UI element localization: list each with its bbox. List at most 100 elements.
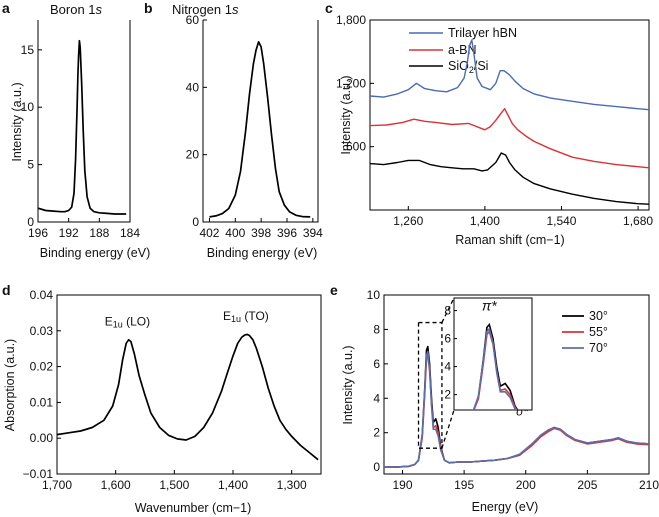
panel-b-ytick-label: 0 (192, 215, 199, 229)
panel-b-xtick-label: 396 (277, 226, 297, 240)
panel-e-inset-ytick-label: 2 (444, 388, 451, 402)
panel-c-legend-sio2-sub: 2 (469, 65, 474, 75)
panel-e-legend-label-70: 70° (589, 341, 608, 355)
panel-e-annotation-pi-star: π* (482, 298, 497, 314)
panel-e-zoom-connector-top (441, 297, 455, 323)
panel-e-ytick-label: 8 (373, 322, 380, 336)
panel-e-legend-label-55: 55° (589, 325, 608, 339)
panel-d-frame (56, 294, 322, 475)
panel-b-chart: Nitrogen 1s Binding energy (eV) 402 40 0 39… (172, 2, 323, 260)
panel-b-title-text: Nitrogen 1 (172, 2, 232, 17)
panel-c-ytick-label: 600 (346, 140, 366, 154)
panel-c-series-2 (369, 152, 650, 205)
panel-c-xtick-label: 1,260 (393, 214, 423, 228)
panel-d-xtick-label: 1,500 (159, 478, 189, 492)
panel-b-axes (202, 20, 319, 223)
panel-label-d: d (2, 282, 11, 298)
panel-d-annotation-lo: E1u (LO) (105, 314, 150, 329)
panel-d-xtick-label: 1,700 (42, 478, 72, 492)
panel-b-title: Nitrogen 1s (172, 2, 239, 17)
panel-c-ytick-label: 1,800 (336, 13, 366, 27)
panel-e-xlabel: Energy (eV) (472, 500, 539, 514)
panel-d-xtick-label: 1,600 (101, 478, 131, 492)
panel-e-ytick-label: 6 (373, 357, 380, 371)
panel-e-xtick-label: 210 (639, 478, 659, 492)
panel-a-title: Boron 1s (50, 2, 103, 17)
panel-d-ytick-label: 0.04 (30, 288, 54, 302)
panel-b-series-0 (209, 41, 311, 218)
panel-e-xtick-label: 190 (392, 478, 412, 492)
panel-b-ytick-label: 40 (186, 80, 200, 94)
panel-c-series-0 (369, 39, 650, 111)
panel-c-legend: Trilayer hBN a-BN SiO2/Si (409, 26, 517, 75)
panel-a-xtick-label: 192 (59, 226, 79, 240)
panel-label-c: c (325, 0, 333, 16)
panel-d-ytick-label: −0.01 (23, 467, 54, 481)
panel-e-ytick-label: 4 (373, 391, 380, 405)
annotation-sub: 1u (113, 319, 123, 329)
panel-d-series-0 (56, 333, 319, 461)
panel-d-ytick-label: 0.00 (30, 431, 54, 445)
panel-b-ytick-label: 20 (186, 148, 200, 162)
panel-a-xtick-label: 196 (28, 226, 48, 240)
panel-a-ytick-label: 0 (27, 215, 34, 229)
panel-e-inset-series-2 (472, 327, 518, 410)
panel-e-frame (383, 294, 650, 475)
panel-label-e: e (330, 282, 338, 298)
panel-e-inset: 2 4 6 8 π* (444, 297, 533, 411)
panel-b-xtick-label: 402 (199, 226, 219, 240)
panel-e-inset-ytick-label: 8 (444, 304, 451, 318)
annotation-rest: (TO) (241, 309, 269, 323)
annotation-rest: (LO) (123, 314, 150, 328)
panel-c-ylabel: Intensity (a.u.) (339, 75, 353, 154)
panel-a-xtick-label: 184 (120, 226, 140, 240)
panel-b-xtick-label: 394 (303, 226, 323, 240)
panel-a-ytick-label: 10 (21, 100, 35, 114)
panel-a-ytick-label: 15 (21, 43, 35, 57)
panel-d-chart: Absorption (a.u.) Wavenumber (cm−1) 1,70… (3, 288, 322, 515)
panel-c-series-1 (369, 108, 650, 169)
panel-c-xtick-label: 1,400 (470, 214, 500, 228)
panel-a-xtick-label: 188 (89, 226, 109, 240)
annotation-base: E (105, 314, 113, 328)
panel-d-xlabel: Wavenumber (cm−1) (135, 501, 252, 515)
panel-e-inset-series-0 (472, 322, 519, 410)
panel-d-annotation-to: E1u (TO) (223, 309, 269, 324)
panel-c-chart: Intensity (a.u.) Raman shift (cm−1) Tril… (336, 13, 653, 247)
panel-c-legend-label-trilayer: Trilayer hBN (448, 26, 517, 40)
panel-e-xtick-label: 205 (577, 478, 597, 492)
panel-a-chart: Boron 1s Intensity (a.u.) Binding energy… (10, 2, 150, 260)
panel-d-ylabel: Absorption (a.u.) (3, 339, 17, 431)
annotation-sub: 1u (231, 314, 241, 324)
panel-e-ytick-label: 10 (367, 288, 381, 302)
panel-c-legend-sio2-base: SiO (448, 59, 469, 73)
panel-d-xtick-label: 1,400 (218, 478, 248, 492)
annotation-base: E (223, 309, 231, 323)
panel-d-ytick-label: 0.02 (30, 360, 54, 374)
panel-b-xtick-label: 398 (251, 226, 271, 240)
panel-e-chart: Intensity (a.u.) Energy (eV) 30° 55° 70°… (341, 288, 659, 514)
panel-c-frame (369, 19, 650, 211)
panel-c-ytick-label: 1,200 (336, 76, 366, 90)
panel-a-ylabel: Intensity (a.u.) (10, 82, 24, 161)
panel-c-xlabel: Raman shift (cm−1) (455, 233, 564, 247)
panel-a-title-italic: s (96, 2, 103, 17)
panel-e-zoom-connector-bottom (441, 409, 455, 449)
panel-b-ytick-label: 60 (186, 13, 200, 27)
panel-a-axes (37, 20, 131, 223)
panel-c-xtick-label: 1,540 (546, 214, 576, 228)
panel-c-legend-label-sio2: SiO2/Si (448, 59, 488, 75)
panel-e-legend: 30° 55° 70° (562, 309, 608, 355)
panel-e-inset-ytick-label: 6 (444, 332, 451, 346)
panel-c-xtick-label: 1,680 (623, 214, 653, 228)
panel-a-title-text: Boron 1 (50, 2, 96, 17)
panel-e-legend-label-30: 30° (589, 309, 608, 323)
panel-b-title-italic: s (232, 2, 239, 17)
panel-d-ytick-label: 0.03 (30, 324, 54, 338)
panel-d-xtick-label: 1,300 (277, 478, 307, 492)
panel-e-ytick-label: 2 (373, 426, 380, 440)
panel-b-xlabel: Binding energy (eV) (207, 246, 317, 260)
panel-label-a: a (2, 0, 10, 16)
panel-c-legend-sio2-rest: /Si (474, 59, 489, 73)
